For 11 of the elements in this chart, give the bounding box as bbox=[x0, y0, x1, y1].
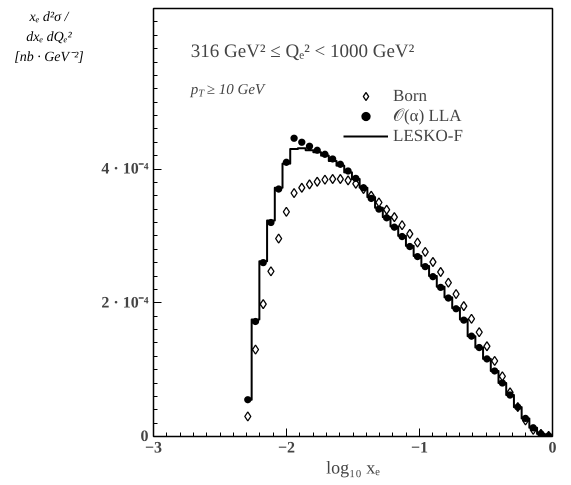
x-tick-label: −1 bbox=[410, 440, 428, 456]
x-tick-label: −2 bbox=[278, 440, 296, 456]
x-axis-title: log₁₀ xₑ bbox=[326, 458, 380, 478]
legend-label: LESKO-F bbox=[393, 126, 463, 146]
legend-label: 𝒪(α) LLA bbox=[393, 106, 462, 126]
x-tick-label: 0 bbox=[548, 440, 556, 456]
legend-label: Born bbox=[393, 86, 427, 106]
y-tick-label: 4 · 10⁻⁴ bbox=[101, 160, 149, 178]
y-tick-label: 2 · 10⁻⁴ bbox=[101, 294, 149, 312]
text: 316 GeV² ≤ Qₑ² < 1000 GeV² bbox=[190, 40, 415, 62]
y-axis-title: xₑ d²σ / dxₑ dQₑ² [nb · GeV⁻²] bbox=[14, 9, 84, 67]
